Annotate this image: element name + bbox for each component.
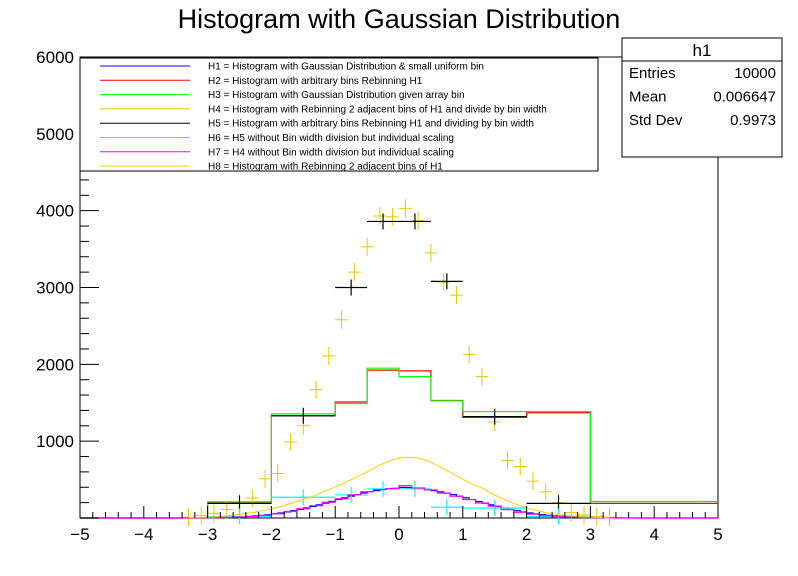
stats-frame: [621, 37, 783, 158]
stats-label: Std Dev: [629, 112, 683, 129]
legend-entry: H1 = Histogram with Gaussian Distributio…: [208, 62, 484, 73]
series-h5: [207, 213, 591, 512]
y-tick-label: 4000: [36, 202, 74, 221]
x-tick-label: 1: [458, 525, 467, 544]
x-tick-label: −1: [326, 525, 345, 544]
legend-entry: H4 = Histogram with Rebinning 2 adjacent…: [208, 104, 547, 115]
legend-entry: H3 = Histogram with Gaussian Distributio…: [208, 90, 465, 101]
series-layer: [80, 199, 718, 527]
y-tick-label: 1000: [36, 432, 74, 451]
axis-layer: −5 −4 −3 −2 −1 0 1 2 3 4 5 1000 2000 3000 4000 5000 6000: [36, 48, 723, 544]
y-tick-label: 6000: [36, 48, 74, 67]
curve-line: [188, 456, 610, 519]
x-tick-label: 3: [586, 525, 595, 544]
series-h4: [182, 199, 616, 527]
x-tick-label: −5: [70, 525, 89, 544]
x-tick-label: −4: [134, 525, 153, 544]
stats-value: 0.006647: [713, 89, 776, 106]
legend-entry: H6 = H5 without Bin width division but i…: [208, 133, 454, 144]
x-tick-label: 2: [522, 525, 531, 544]
series-h2: [80, 369, 718, 519]
legend: H1 = Histogram with Gaussian Distributio…: [79, 57, 599, 173]
stats-title: h1: [693, 41, 712, 60]
stats-label: Mean: [629, 89, 667, 106]
legend-entry: H2 = Histogram with arbitrary bins Rebin…: [208, 76, 423, 87]
x-tick-label: −2: [262, 525, 281, 544]
y-tick-label: 5000: [36, 125, 74, 144]
step-line: [80, 367, 718, 519]
stats-value: 10000: [734, 65, 776, 82]
stats-box: h1 Entries 10000 Mean 0.006647 Std Dev 0.9973: [621, 37, 783, 158]
stats-value: 0.9973: [730, 112, 776, 129]
legend-entry: H8 = Histogram with Rebinning 2 adjacent…: [208, 162, 443, 173]
x-tick-label: 0: [394, 525, 403, 544]
series-h8: [188, 456, 610, 519]
chart-title: Histogram with Gaussian Distribution: [178, 4, 621, 34]
x-tick-label: −3: [198, 525, 217, 544]
series-h3: [80, 367, 718, 519]
legend-entry: H7 = H4 without Bin width division but i…: [208, 147, 454, 158]
x-tick-label: 5: [713, 525, 722, 544]
y-tick-label: 2000: [36, 355, 74, 374]
y-tick-label: 3000: [36, 279, 74, 298]
x-tick-label: 4: [649, 525, 658, 544]
step-line: [80, 369, 718, 519]
legend-entry: H5 = Histogram with arbitrary bins Rebin…: [208, 119, 534, 130]
stats-label: Entries: [629, 65, 676, 82]
